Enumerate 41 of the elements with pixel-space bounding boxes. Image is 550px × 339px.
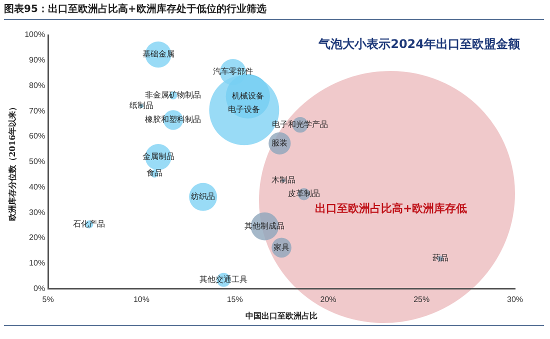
series-label: 机械设备 [232,92,264,100]
series-label: 皮革制品 [288,189,320,198]
series-label: 药品 [432,254,448,263]
series-label: 家具 [274,242,290,252]
y-tick-label: 50% [29,157,46,166]
y-axis-title: 欧洲库存分位数（2016年以来） [6,102,17,222]
y-tick-label: 10% [29,258,46,268]
series-label: 电子和光学产品 [272,120,328,129]
y-tick-label: 0% [34,284,46,294]
y-tick-label: 60% [29,132,46,141]
series-label: 服装 [272,138,288,148]
series-label: 电子设备 [228,105,260,114]
y-tick-label: 40% [29,182,46,192]
series-label: 基础金属 [142,50,174,59]
series-label: 金属制品 [142,152,174,162]
series-label: 木制品 [271,176,296,185]
y-tick-label: 100% [24,30,46,40]
series-label: 其他交通工具 [200,274,248,284]
x-tick-label: 30% [506,294,524,304]
series-label: 石化产品 [73,219,106,228]
y-tick-label: 30% [29,208,46,217]
series-label: 非金属矿物制品 [145,90,202,100]
series-label: 纸制品 [129,101,154,110]
annotation: 气泡大小表示2024年出口至欧盟金额 [318,36,520,53]
x-tick-label: 5% [42,294,54,304]
y-tick-label: 80% [29,80,46,90]
x-axis-title: 中国出口至欧洲占比 [246,310,318,320]
x-tick-label: 20% [320,294,336,304]
x-tick-label: 25% [414,294,430,304]
annotation: 出口至欧洲占比高+欧洲库存低 [315,201,468,216]
y-tick-label: 70% [29,106,46,116]
x-tick-label: 15% [226,294,243,304]
series-label: 纺织品 [191,192,216,202]
x-tick-label: 10% [133,294,150,304]
series-label: 其他制成品 [244,221,285,230]
chart-title: 图表95：出口至欧洲占比高+欧洲库存处于低位的行业筛选 [4,2,544,20]
series-label: 食品 [146,168,163,178]
y-tick-label: 90% [29,56,46,65]
y-tick-label: 20% [29,233,46,242]
series-label: 橡胶和塑料制品 [145,115,202,124]
series-label: 汽车零部件 [212,67,253,76]
